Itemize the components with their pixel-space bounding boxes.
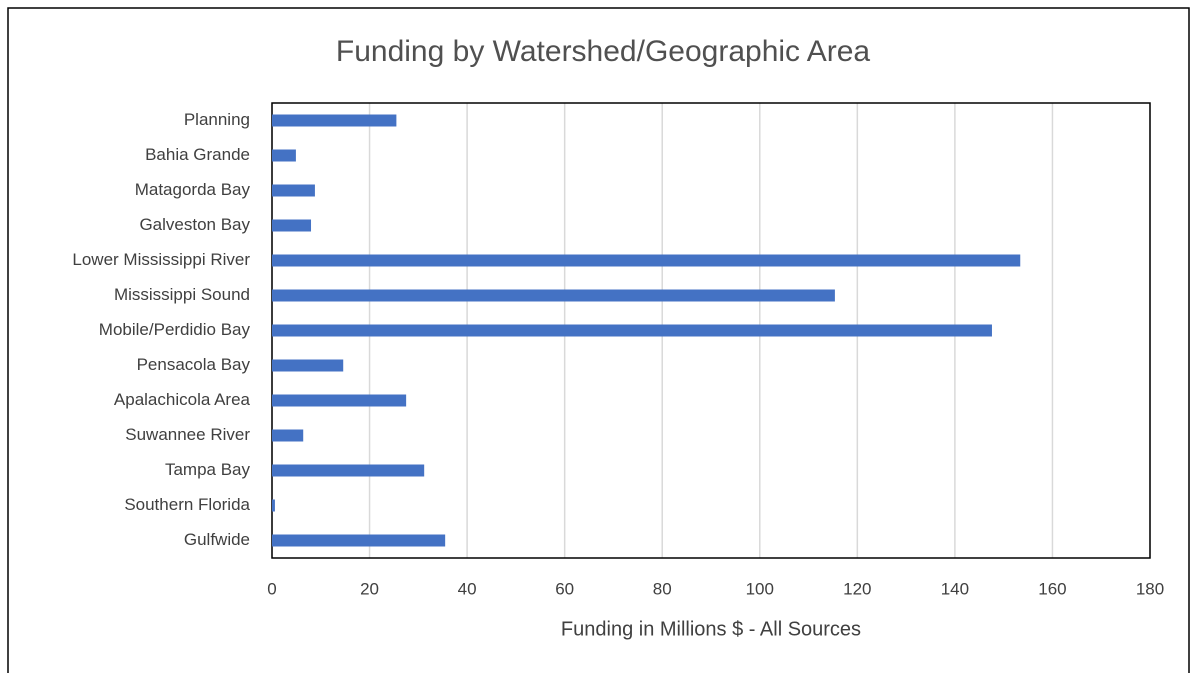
x-tick-label: 40 [458,579,477,598]
bar [272,359,344,372]
x-tick-label: 160 [1038,579,1066,598]
bar [272,394,407,407]
x-tick-label: 0 [267,579,276,598]
bar [272,219,312,232]
bar [272,114,397,127]
bar [272,464,425,477]
y-tick-label: Matagorda Bay [135,180,251,199]
y-tick-label: Southern Florida [124,495,250,514]
chart-frame [7,7,1190,673]
y-tick-label: Planning [184,110,250,129]
y-tick-label: Mobile/Perdidio Bay [99,320,251,339]
bar [272,534,446,547]
bar [272,429,304,442]
x-tick-label: 100 [746,579,774,598]
y-tick-label: Mississippi Sound [114,285,250,304]
y-tick-label: Apalachicola Area [114,390,251,409]
x-tick-label: 120 [843,579,871,598]
y-tick-label: Tampa Bay [165,460,251,479]
bar [272,289,835,302]
y-tick-label: Lower Mississippi River [72,250,250,269]
y-tick-label: Suwannee River [125,425,250,444]
x-tick-label: 180 [1136,579,1164,598]
chart-title: Funding by Watershed/Geographic Area [336,35,871,68]
x-axis-label: Funding in Millions $ - All Sources [561,618,861,640]
bar [272,254,1021,267]
x-tick-label: 140 [941,579,969,598]
bar [272,499,275,512]
y-tick-label: Galveston Bay [139,215,250,234]
x-tick-label: 80 [653,579,672,598]
x-tick-label: 60 [555,579,574,598]
y-tick-label: Gulfwide [184,530,250,549]
bar [272,184,315,197]
bar [272,324,992,337]
y-tick-label: Pensacola Bay [137,355,251,374]
x-tick-label: 20 [360,579,379,598]
y-tick-label: Bahia Grande [145,145,250,164]
bar [272,149,296,162]
